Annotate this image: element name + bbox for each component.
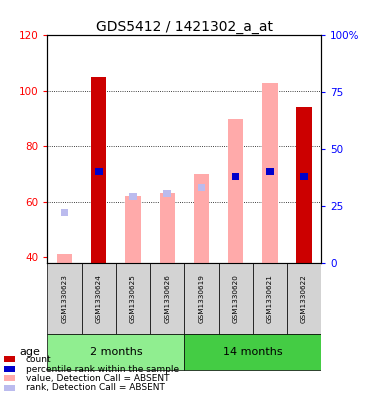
Bar [95,168,103,175]
Bar [296,107,312,263]
Text: rank, Detection Call = ABSENT: rank, Detection Call = ABSENT [26,384,164,392]
Bar [228,119,243,263]
Text: GSM1330622: GSM1330622 [301,274,307,323]
Bar [198,184,205,191]
Bar [82,263,116,334]
Bar [125,196,141,263]
Text: 14 months: 14 months [223,347,283,357]
Text: GSM1330619: GSM1330619 [199,274,204,323]
Bar [164,190,171,197]
Text: GSM1330625: GSM1330625 [130,274,136,323]
Text: GSM1330623: GSM1330623 [62,274,68,323]
Bar [253,263,287,334]
Bar [91,77,107,263]
Bar [184,334,321,371]
Bar [116,263,150,334]
Text: GSM1330621: GSM1330621 [267,274,273,323]
Bar [47,263,82,334]
Bar [232,173,239,180]
Bar [300,173,308,180]
Title: GDS5412 / 1421302_a_at: GDS5412 / 1421302_a_at [96,20,273,34]
Text: GSM1330624: GSM1330624 [96,274,102,323]
Bar [129,193,137,200]
Bar [150,263,184,334]
Bar [47,334,184,371]
Text: GSM1330626: GSM1330626 [164,274,170,323]
Bar [219,263,253,334]
Text: percentile rank within the sample: percentile rank within the sample [26,365,179,373]
Bar [184,263,219,334]
Text: count: count [26,355,51,364]
Bar [57,254,72,263]
Bar [262,83,277,263]
Bar [61,209,68,216]
Bar [287,263,321,334]
Bar [266,168,274,175]
Bar [160,193,175,263]
Text: GSM1330620: GSM1330620 [233,274,239,323]
Text: age: age [20,347,41,357]
Text: 2 months: 2 months [89,347,142,357]
Text: value, Detection Call = ABSENT: value, Detection Call = ABSENT [26,374,169,383]
Bar [194,174,209,263]
